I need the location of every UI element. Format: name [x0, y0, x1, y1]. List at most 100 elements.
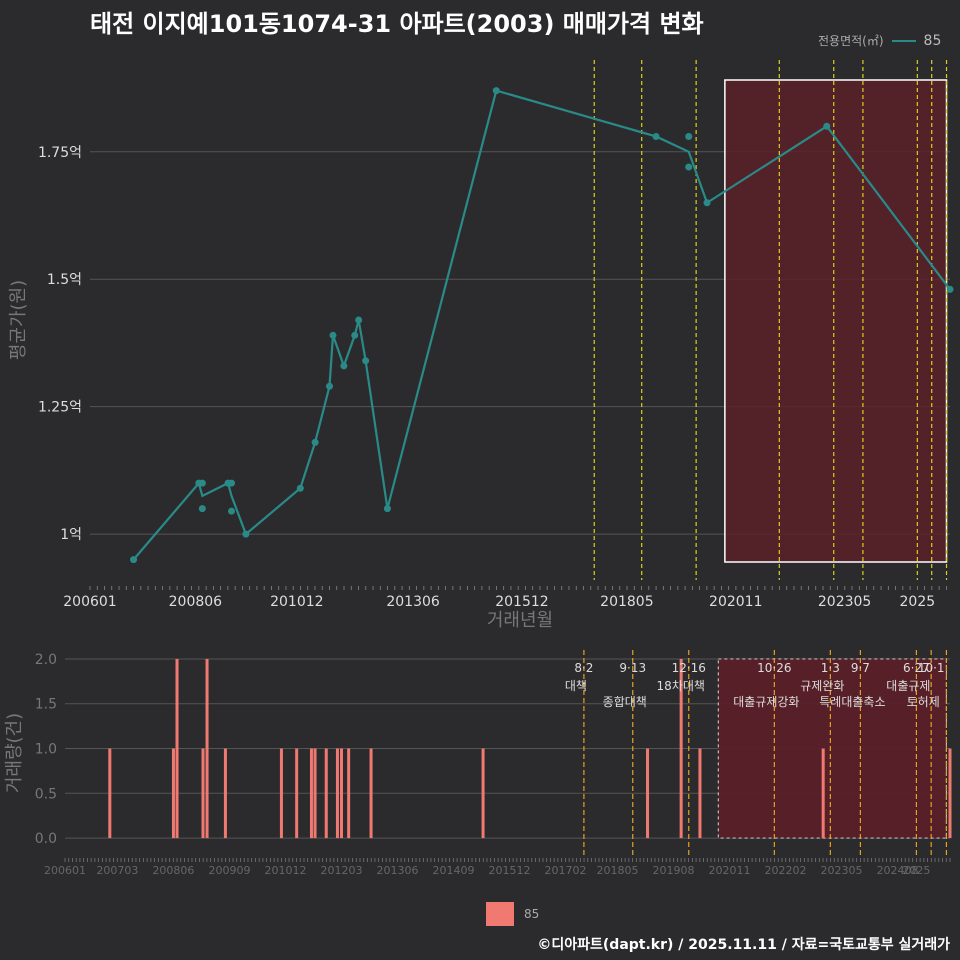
price-point: [685, 163, 693, 171]
volume-bar: [175, 658, 179, 839]
volume-bar: [679, 658, 683, 839]
price-point: [685, 132, 693, 140]
footer-credit: ©디아파트(dapt.kr) / 2025.11.11 / 자료=국토교통부 실…: [537, 937, 950, 953]
bar-legend-swatch: [486, 902, 514, 926]
policy-name-label: 대책: [565, 678, 587, 693]
x-tick-label: 201203: [320, 864, 362, 877]
volume-bar: [309, 748, 313, 839]
price-point: [383, 505, 391, 513]
price-point: [351, 331, 359, 339]
x-tick-label: 201512: [495, 594, 548, 610]
x-tick-label: 201306: [386, 594, 440, 610]
policy-name-label: 종합대책: [603, 694, 647, 709]
volume-bar: [223, 748, 227, 839]
x-tick-label: 2025: [900, 594, 936, 610]
price-point: [362, 357, 370, 365]
x-tick-label: 201512: [489, 864, 531, 877]
x-tick-label: 201908: [653, 864, 695, 877]
price-point: [228, 507, 236, 515]
x-tick-label: 201805: [600, 594, 653, 610]
price-point: [946, 285, 954, 293]
x-tick-label: 200703: [96, 864, 138, 877]
x-tick-label: 202011: [709, 594, 762, 610]
x-tick-label: 200806: [169, 594, 223, 610]
legend-label: 전용면적(㎡): [818, 34, 884, 48]
policy-date-label: 9·13: [619, 661, 646, 675]
price-chart: 1억 1.25억 1.5억 1.75억 200601 200806 201012 201306…: [8, 60, 954, 631]
x-tick-label: 202408: [877, 864, 919, 877]
x-tick-label: 200909: [208, 864, 250, 877]
volume-bar: [646, 748, 650, 839]
policy-name-label: 규제완화: [800, 679, 844, 693]
bar-legend-label: 85: [524, 907, 540, 921]
y-tick-label: 1억: [60, 527, 82, 543]
y-tick-label: 1.5억: [47, 272, 82, 288]
price-point: [823, 122, 831, 130]
price-point: [355, 316, 363, 324]
policy-date-label: 6·27: [903, 661, 930, 675]
volume-bar: [369, 748, 373, 839]
price-point: [311, 438, 319, 446]
volume-bar: [324, 748, 328, 839]
chart-title: 태전 이지예101동1074-31 아파트(2003) 매매가격 변화: [90, 10, 704, 38]
y-axis-label: 평균가(원): [8, 280, 29, 360]
price-point: [340, 362, 348, 370]
volume-chart: 0.0 0.5 1.0 1.5 2.0 8·2 대책 9·13 종합대책 12·16 18차대책 10…: [4, 650, 952, 877]
policy-name-label: 18차대책: [657, 678, 705, 693]
x-tick-label: 201012: [270, 594, 323, 610]
volume-bar: [108, 748, 112, 839]
x-tick-label: 201306: [376, 864, 418, 877]
price-point: [242, 530, 250, 538]
y-axis-label: 거래량(건): [4, 713, 25, 793]
policy-date-label: 10·26: [757, 661, 791, 675]
policy-date-label: 1·3: [821, 661, 840, 675]
policy-name-label: 토허제: [907, 695, 940, 709]
volume-bar: [698, 748, 702, 839]
price-point: [325, 382, 333, 390]
bar-legend: 85: [486, 902, 539, 926]
policy-name-label: 대출규제: [886, 679, 930, 693]
legend: 전용면적(㎡) 85: [818, 32, 941, 49]
y-tick-label: 2.0: [35, 652, 57, 668]
price-point: [492, 87, 500, 95]
price-point: [130, 556, 138, 564]
highlight-region: [717, 658, 948, 839]
price-point: [652, 132, 660, 140]
x-axis-label: 거래년월: [487, 610, 553, 631]
price-point: [228, 479, 236, 487]
volume-bar: [339, 748, 343, 839]
price-point: [703, 199, 711, 207]
y-tick-label: 1.0: [35, 742, 57, 758]
x-tick-label: 200806: [152, 864, 194, 877]
volume-bar: [821, 748, 825, 839]
y-tick-label: 1.5: [35, 697, 57, 713]
volume-bar: [347, 748, 351, 839]
x-tick-label: 2025: [902, 864, 930, 877]
volume-bar: [313, 748, 317, 839]
x-tick-label: 202305: [821, 864, 863, 877]
volume-bar: [295, 748, 299, 839]
y-tick-label: 0.5: [35, 786, 57, 802]
x-tick-label: 200601: [63, 594, 116, 610]
x-tick-label: 201409: [433, 864, 475, 877]
price-point: [329, 331, 337, 339]
x-tick-label: 201702: [545, 864, 587, 877]
policy-date-label: 8·2: [574, 661, 593, 675]
volume-bar: [481, 748, 485, 839]
volume-bar: [279, 748, 283, 839]
policy-date-label: 12·16: [672, 661, 706, 675]
volume-bar: [335, 748, 339, 839]
x-tick-label: 202011: [709, 864, 751, 877]
y-tick-label: 1.75억: [38, 145, 82, 161]
price-point: [198, 479, 206, 487]
volume-bar: [201, 748, 205, 839]
legend-line-swatch: [891, 39, 916, 42]
legend-series-label: 85: [923, 32, 942, 49]
x-tick-label: 201805: [597, 864, 639, 877]
volume-bar: [171, 748, 175, 839]
price-point: [198, 505, 206, 513]
x-tick-label: 202202: [765, 864, 807, 877]
policy-name-label: 대출규제강화: [733, 695, 799, 709]
y-tick-label: 0.0: [35, 831, 57, 847]
x-tick-label: 202305: [818, 594, 871, 610]
